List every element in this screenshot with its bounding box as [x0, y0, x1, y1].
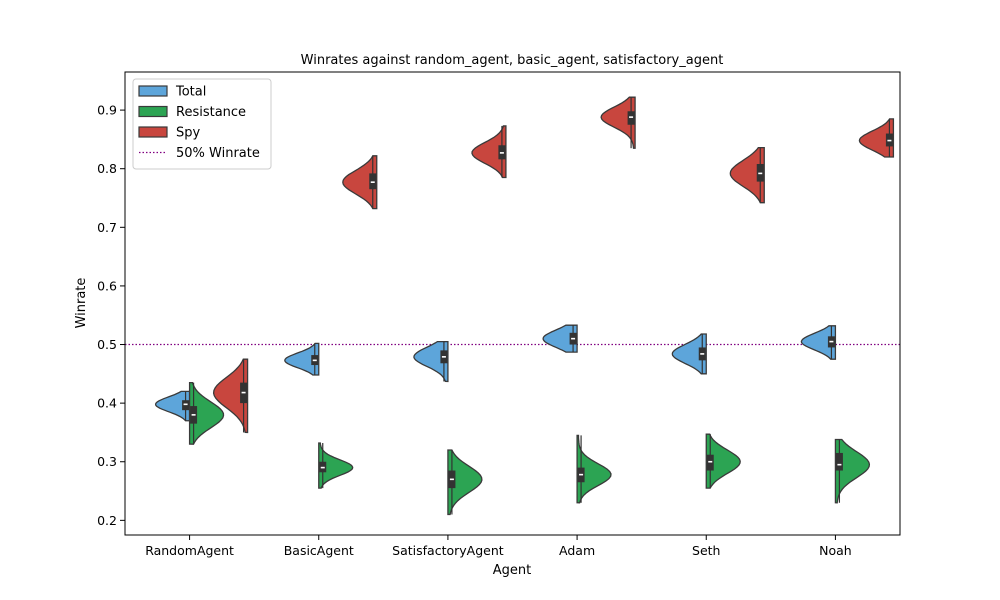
y-axis-label: Winrate [74, 278, 89, 329]
x-tick-label: RandomAgent [145, 543, 234, 558]
y-tick-label: 0.5 [97, 337, 117, 352]
legend-label: 50% Winrate [176, 146, 260, 161]
chart-title: Winrates against random_agent, basic_age… [301, 53, 724, 68]
violin-spy-randomagent [212, 358, 249, 434]
violin-spy-noah [858, 118, 895, 158]
y-tick-label: 0.9 [97, 103, 117, 118]
violin-spy-basicagent [342, 155, 378, 210]
y-tick-label: 0.3 [97, 454, 117, 469]
axes: 0.2 0.3 0.4 0.5 0.6 0.7 0.8 0.9 RandomAgent Basic… [97, 103, 852, 558]
y-tick-label: 0.2 [97, 513, 117, 528]
iqr-box-spy-adam [627, 111, 635, 125]
x-tick-label: Seth [692, 543, 720, 558]
violin-total-adam [542, 324, 578, 353]
legend-swatch-resistance [138, 105, 168, 118]
violin-total-randomagent [154, 390, 191, 422]
x-tick-label: BasicAgent [284, 543, 354, 558]
iqr-box-total-randomagent [182, 400, 190, 411]
violin-resistance-noah [834, 438, 871, 504]
legend-swatch-spy [138, 126, 168, 138]
y-tick-label: 0.8 [97, 161, 117, 176]
y-tick-label: 0.6 [97, 278, 117, 293]
legend-label: Spy [176, 126, 201, 141]
violin-resistance-adam [576, 434, 612, 504]
violin-resistance-satisfactoryagent [447, 449, 483, 516]
violin-resistance-randomagent [188, 381, 225, 445]
legend-swatch-total [138, 85, 168, 97]
plot-area [125, 96, 900, 516]
x-tick-label: Noah [819, 543, 852, 558]
violin-total-basicagent [284, 342, 320, 376]
x-tick-label: SatisfactoryAgent [392, 543, 504, 558]
x-axis-label: Agent [493, 563, 531, 578]
legend-label: Total [175, 85, 206, 100]
violin-total-seth [671, 333, 707, 375]
iqr-box-resistance-noah [835, 452, 843, 471]
violin-spy-satisfactoryagent [471, 125, 507, 179]
violin-spy-seth [729, 146, 765, 204]
iqr-box-spy-basicagent [369, 173, 377, 190]
x-tick-label: Adam [559, 543, 595, 558]
violin-total-noah [800, 325, 837, 360]
legend-frame [132, 78, 272, 170]
violin-total-satisfactoryagent [413, 340, 449, 383]
y-tick-label: 0.7 [97, 220, 117, 235]
violin-resistance-basicagent [318, 442, 354, 489]
iqr-box-resistance-seth [706, 454, 714, 471]
y-tick-label: 0.4 [97, 396, 117, 411]
legend-label: Resistance [176, 105, 246, 120]
legend: Total Resistance Spy 50% Winrate [132, 78, 272, 170]
plot-frame [124, 71, 901, 536]
violin-resistance-seth [705, 433, 741, 489]
